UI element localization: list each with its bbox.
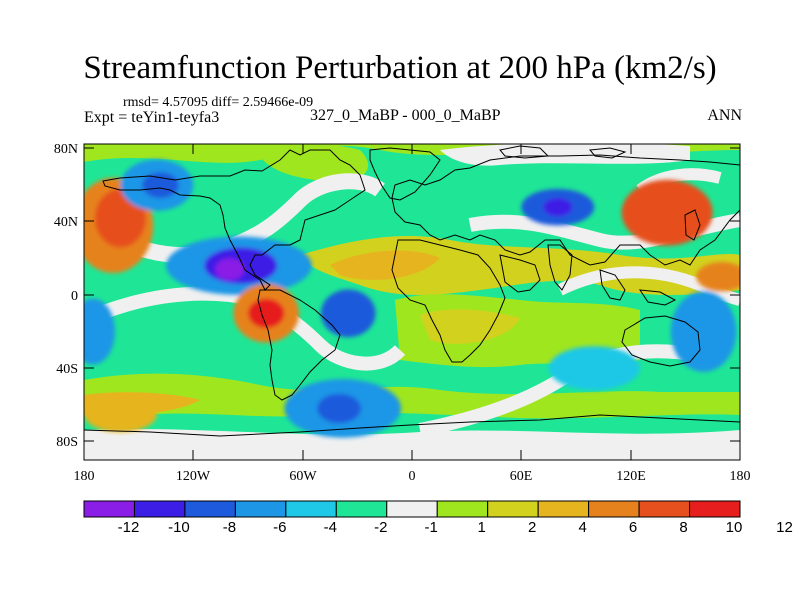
contour-field — [84, 144, 740, 460]
colorbar-label-2: -8 — [223, 519, 236, 536]
colorbar-swatch-2 — [184, 500, 236, 518]
colorbar-label-1: -10 — [168, 519, 190, 536]
lon-label-60e: 60E — [510, 469, 533, 484]
lat-label-40s: 40S — [56, 362, 78, 377]
colorbar-swatch-5 — [335, 500, 388, 518]
coastlines — [84, 145, 740, 437]
lon-label-0: 0 — [409, 469, 416, 484]
field-blob-17 — [696, 262, 740, 292]
colorbar-label-9: 4 — [578, 519, 586, 536]
colorbar-label-0: -12 — [118, 519, 140, 536]
field-blob-15 — [670, 291, 737, 372]
colorbar-label-6: -1 — [425, 519, 438, 536]
colorbar-label-5: -2 — [374, 519, 387, 536]
field-blob-14 — [317, 393, 361, 424]
colorbar-swatch-0 — [83, 500, 135, 518]
colorbar-label-11: 8 — [679, 519, 687, 536]
colorbar-swatch-1 — [133, 500, 186, 518]
colorbar-swatch-10 — [588, 500, 640, 518]
lon-label-180e: 180 — [730, 469, 751, 484]
field-blob-8 — [248, 298, 285, 328]
field-anomaly-blobs — [84, 159, 740, 438]
period-label: 327_0_MaBP - 000_0_MaBP — [310, 107, 501, 124]
colorbar-swatch-12 — [689, 500, 741, 518]
field-blob-9 — [320, 289, 376, 338]
colorbar-swatch-6 — [386, 500, 438, 518]
experiment-label: Expt = teYin1-teyfa3 — [84, 109, 220, 126]
field-blob-6 — [215, 258, 245, 281]
lon-label-60w: 60W — [289, 469, 317, 484]
colorbar-swatch-8 — [487, 500, 539, 518]
colorbar-label-7: 1 — [478, 519, 486, 536]
colorbar-label-3: -6 — [273, 519, 286, 536]
field-blob-16 — [84, 298, 115, 365]
colorbar-label-13: 12 — [776, 519, 793, 536]
field-blob-11 — [543, 198, 573, 217]
plot-title: Streamfunction Perturbation at 200 hPa (… — [83, 50, 717, 86]
colorbar-label-8: 2 — [528, 519, 536, 536]
lat-label-80s: 80S — [56, 435, 78, 450]
lon-label-180w: 180 — [74, 469, 95, 484]
colorbar-label-4: -4 — [324, 519, 337, 536]
lon-label-120e: 120E — [616, 469, 646, 484]
field-blob-18 — [84, 395, 157, 433]
colorbar-swatch-9 — [537, 500, 590, 518]
colorbar-label-12: 10 — [726, 519, 743, 536]
lat-label-40n: 40N — [54, 215, 78, 230]
lat-axis: 80N 40N 0 40S 80S — [54, 142, 740, 450]
lon-axis: 180 120W 60W 0 60E 120E 180 — [74, 144, 751, 484]
colorbar-swatch-7 — [436, 500, 489, 518]
colorbar: -12 -10 -8 -6 -4 -2 -1 1 2 4 6 8 10 12 — [83, 500, 793, 536]
colorbar-swatch-3 — [234, 500, 287, 518]
field-blob-19 — [548, 346, 640, 391]
colorbar-swatch-4 — [285, 500, 337, 518]
season-label: ANN — [707, 107, 742, 124]
colorbar-swatch-11 — [638, 500, 691, 518]
rmsd-diff-stats: rmsd= 4.57095 diff= 2.59466e-09 — [123, 95, 314, 110]
field-blob-12 — [621, 179, 713, 246]
lat-label-0: 0 — [71, 289, 78, 304]
colorbar-label-10: 6 — [629, 519, 637, 536]
lat-label-80n: 80N — [54, 142, 78, 157]
lon-label-120w: 120W — [176, 469, 211, 484]
